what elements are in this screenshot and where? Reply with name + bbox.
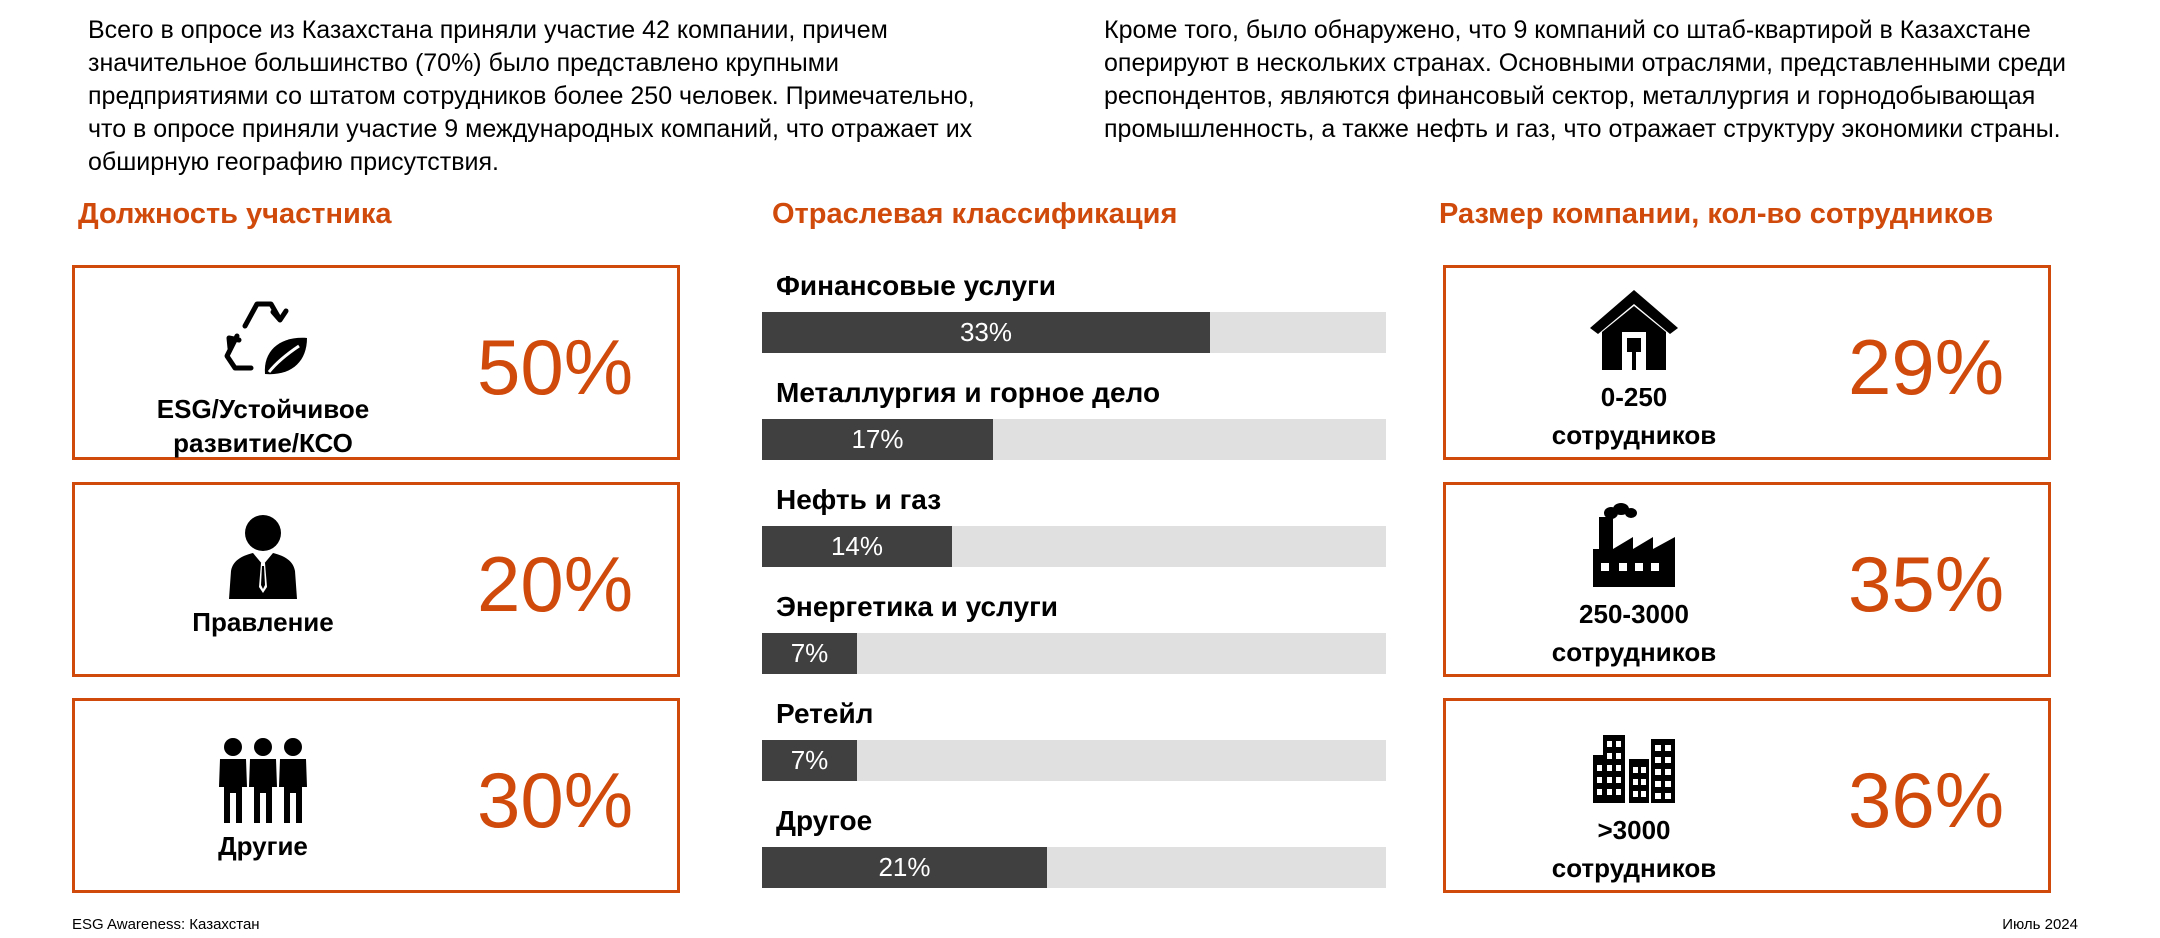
bar — [762, 526, 952, 567]
factory-icon — [1446, 503, 1822, 592]
size-card-label-line2: сотрудников — [1551, 420, 1717, 450]
size-card-small: 0-250 сотрудников 29% — [1443, 265, 2051, 460]
size-card-value: 29% — [1847, 323, 2005, 411]
size-card-label-line2: сотрудников — [1551, 637, 1717, 667]
position-card-label: ESG/Устойчивое — [156, 394, 370, 424]
bar — [762, 419, 993, 460]
bar — [762, 633, 857, 674]
footer-source: ESG Awareness: Казахстан — [72, 916, 260, 933]
bar-category-label: Энергетика и услуги — [776, 591, 1058, 622]
city-buildings-icon — [1446, 731, 1822, 808]
size-card-label: 250-3000 — [1579, 599, 1689, 629]
bar-category-label: Ретейл — [776, 698, 874, 729]
bar-value-label: 14% — [830, 531, 884, 561]
position-card-value: 50% — [476, 323, 634, 411]
size-card-label-line2: сотрудников — [1551, 853, 1717, 883]
position-card-label: Правление — [192, 607, 334, 637]
bar-category-label: Другое — [776, 805, 873, 836]
size-card-value: 35% — [1847, 540, 2005, 628]
size-card-large: >3000 сотрудников 36% — [1443, 698, 2051, 893]
bar-track: 14% — [762, 526, 1386, 567]
size-card-medium: 250-3000 сотрудников 35% — [1443, 482, 2051, 677]
bar-value-label: 7% — [790, 638, 829, 668]
bar-row: Финансовые услуги 33% — [760, 270, 1390, 360]
position-card-label-line2: развитие/КСО — [173, 428, 353, 458]
section-title-position: Должность участника — [78, 198, 392, 230]
bar-row: Другое 21% — [760, 805, 1390, 895]
bar-value-label: 33% — [959, 317, 1013, 347]
bar-track: 7% — [762, 633, 1386, 674]
intro-left-text: Всего в опросе из Казахстана приняли уча… — [88, 16, 975, 176]
recycle-leaf-icon — [75, 292, 451, 387]
bar-row: Нефть и газ 14% — [760, 484, 1390, 574]
position-card-other: Другие 30% — [72, 698, 680, 893]
bar-category-label: Нефть и газ — [776, 484, 942, 515]
bar-value-label: 17% — [851, 424, 904, 454]
bar-row: Энергетика и услуги 7% — [760, 591, 1390, 681]
intro-right-text: Кроме того, было обнаружено, что 9 компа… — [1104, 16, 2066, 143]
position-card-label: Другие — [218, 831, 308, 861]
businessman-icon — [75, 511, 451, 606]
footer-date: Июль 2024 — [2002, 916, 2078, 933]
bar-track: 21% — [762, 847, 1386, 888]
bar-row: Металлургия и горное дело 17% — [760, 377, 1390, 467]
bar — [762, 312, 1210, 353]
house-icon — [1446, 286, 1822, 377]
position-card-value: 30% — [476, 756, 634, 844]
section-title-size: Размер компании, кол-во сотрудников — [1439, 198, 1994, 230]
size-card-value: 36% — [1847, 756, 2005, 844]
size-card-label: >3000 — [1597, 815, 1671, 845]
position-card-board: Правление 20% — [72, 482, 680, 677]
size-card-label: 0-250 — [1600, 382, 1668, 412]
position-card-value: 20% — [476, 540, 634, 628]
bar-category-label: Финансовые услуги — [776, 270, 1056, 301]
bar-track: 33% — [762, 312, 1386, 353]
bar-value-label: 7% — [790, 745, 829, 775]
group-people-icon — [75, 737, 451, 828]
bar-track: 17% — [762, 419, 1386, 460]
bar — [762, 740, 857, 781]
bar-category-label: Металлургия и горное дело — [776, 377, 1161, 408]
bar-track: 7% — [762, 740, 1386, 781]
bar-row: Ретейл 7% — [760, 698, 1390, 788]
position-card-esg: ESG/Устойчивое развитие/КСО 50% — [72, 265, 680, 460]
section-title-industry: Отраслевая классификация — [772, 198, 1178, 230]
bar-value-label: 21% — [878, 852, 931, 882]
bar — [762, 847, 1047, 888]
